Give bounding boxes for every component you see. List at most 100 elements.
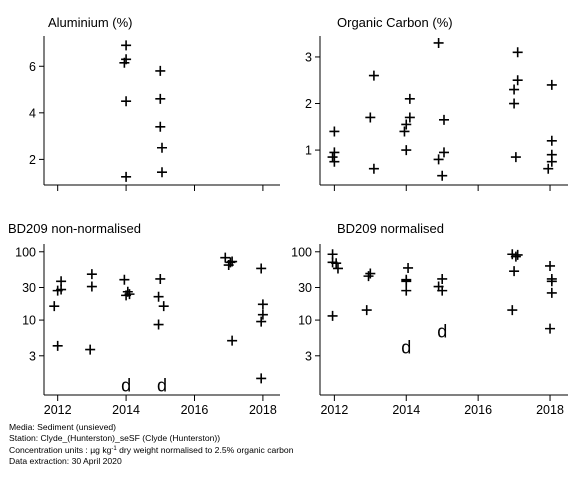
x-tick-label: 2012: [44, 403, 72, 417]
data-point: [119, 274, 130, 285]
figure-caption: Media: Sediment (unsieved) Station: Clyd…: [9, 422, 294, 467]
data-point: [329, 126, 340, 137]
data-point: [256, 316, 267, 327]
data-point: [510, 251, 521, 262]
data-point: [439, 114, 449, 125]
data-point: [157, 142, 167, 153]
data-point: [86, 281, 97, 292]
data-point: [85, 344, 96, 355]
y-tick-label: 100: [15, 245, 36, 259]
data-point: [546, 276, 557, 287]
data-point: [155, 273, 166, 284]
panel-organic-carbon: Organic Carbon (%) 1 2 3: [305, 15, 568, 191]
data-point: [433, 37, 444, 48]
data-point: [368, 70, 379, 81]
data-point: [256, 263, 267, 274]
data-point: [509, 266, 520, 277]
data-point: [543, 163, 554, 174]
x-tick-label: 2012: [320, 403, 348, 417]
y-tick-label: 100: [291, 245, 312, 259]
data-point: [437, 170, 448, 181]
data-point: [49, 301, 60, 312]
panel-title: BD209 non-normalised: [8, 221, 141, 236]
data-point: [56, 284, 67, 295]
data-point: [225, 257, 236, 268]
caption-media: Media: Sediment (unsieved): [9, 422, 116, 432]
y-tick-label: 10: [298, 314, 312, 328]
data-point: [121, 96, 132, 107]
data-point: [220, 252, 231, 263]
data-point: [509, 84, 520, 95]
detection-limit-marker: d: [401, 337, 411, 357]
data-point: [158, 301, 169, 312]
data-point: [401, 276, 412, 287]
data-point: [401, 119, 412, 130]
data-point: [368, 163, 379, 174]
data-point: [546, 79, 557, 90]
data-point: [361, 305, 372, 316]
x-tick-label: 2014: [112, 403, 140, 417]
caption-extraction: Data extraction: 30 April 2020: [9, 456, 122, 467]
data-point: [509, 98, 520, 109]
data-point: [439, 147, 449, 158]
panel-title: Organic Carbon (%): [337, 15, 453, 30]
data-point: [227, 335, 238, 346]
x-tick-label: 2018: [249, 403, 277, 417]
caption-station: Station: Clyde_(Hunterston)_seSF (Clyde …: [9, 433, 221, 444]
data-point: [155, 65, 166, 76]
panel-bd209-non-normalised: BD209 non-normalised 3 10 30 100 2012 2014 2016…: [8, 221, 280, 417]
data-point: [331, 258, 342, 269]
panel-title: Aluminium (%): [48, 15, 133, 30]
data-point: [433, 154, 444, 165]
y-tick-label: 6: [29, 60, 36, 74]
data-point: [223, 260, 234, 271]
data-point: [119, 57, 130, 68]
caption-units-exponent: -1: [111, 446, 117, 453]
data-point: [546, 156, 557, 167]
x-tick-label: 2018: [536, 403, 564, 417]
data-point: [401, 285, 412, 296]
data-point: [546, 135, 557, 146]
data-point: [327, 152, 338, 163]
data-point: [155, 93, 166, 104]
data-point: [512, 249, 523, 260]
data-point: [545, 323, 556, 334]
data-point: [512, 75, 523, 86]
y-tick-label: 4: [29, 106, 36, 120]
data-point: [437, 285, 448, 296]
data-point: [86, 269, 97, 280]
data-point: [121, 171, 132, 182]
data-point: [332, 263, 343, 274]
data-point: [157, 167, 167, 178]
data-point: [257, 309, 268, 320]
data-point: [546, 287, 557, 298]
y-tick-label: 30: [298, 281, 312, 295]
caption-units-prefix: Concentration units : µg kg: [9, 445, 112, 456]
y-tick-label: 3: [29, 349, 36, 363]
data-point: [545, 260, 556, 271]
data-point: [329, 156, 340, 167]
data-point: [153, 319, 164, 330]
data-point: [121, 290, 132, 301]
y-tick-label: 3: [305, 349, 312, 363]
data-point: [327, 310, 338, 321]
y-tick-label: 3: [305, 50, 312, 64]
data-point: [401, 145, 412, 156]
data-point: [510, 152, 521, 163]
x-tick-label: 2014: [392, 403, 420, 417]
data-point: [365, 112, 376, 123]
data-point: [365, 268, 376, 279]
data-point: [153, 291, 164, 302]
detection-limit-marker: d: [121, 376, 131, 396]
data-point: [363, 271, 374, 282]
caption-units: Concentration units : µg kg-1 dry weight…: [9, 444, 294, 456]
caption-units-suffix: dry weight normalised to 2.5% organic ca…: [116, 445, 294, 456]
data-point: [512, 47, 523, 58]
data-point: [507, 305, 518, 316]
data-point: [399, 126, 410, 137]
data-point: [121, 40, 132, 51]
data-point: [437, 273, 448, 284]
data-point: [404, 112, 415, 123]
panel-aluminium: Aluminium (%) 2 4 6: [29, 15, 280, 191]
data-point: [403, 262, 414, 273]
